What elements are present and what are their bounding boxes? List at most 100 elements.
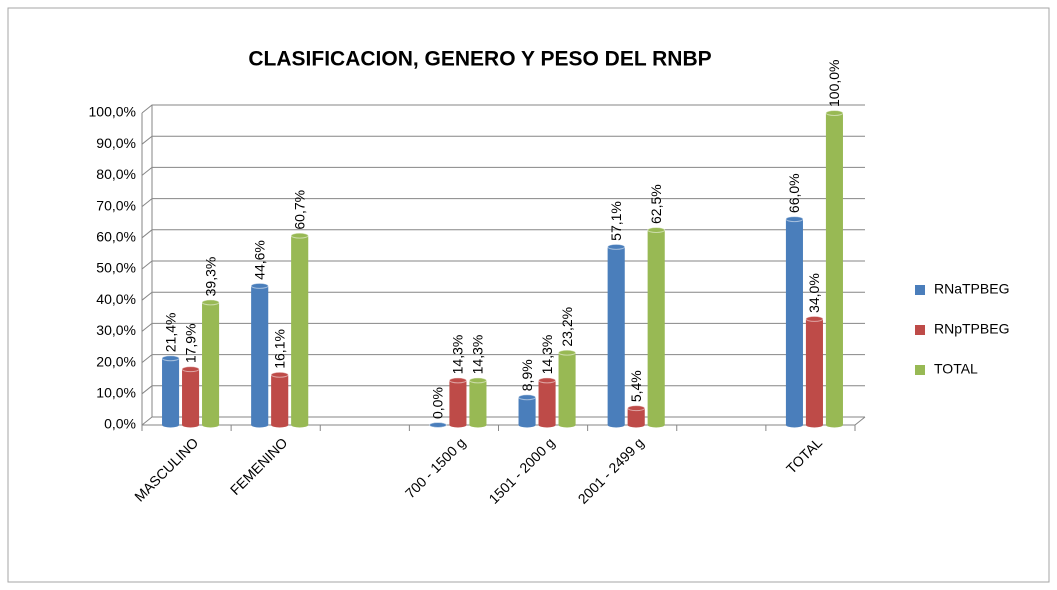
grid-line (141, 104, 865, 114)
data-label: 14,3% (450, 335, 466, 375)
grid-line (141, 260, 865, 270)
bar-base (182, 422, 200, 428)
bar (428, 422, 447, 428)
bar (290, 232, 309, 428)
bar (468, 377, 487, 428)
data-label: 66,0% (786, 173, 802, 213)
bar-base (469, 422, 487, 428)
y-tick-label: 80,0% (96, 166, 136, 182)
y-tick-label: 40,0% (96, 291, 136, 307)
grid-line (141, 135, 865, 145)
bar-body (825, 113, 843, 425)
data-label: 8,9% (519, 359, 535, 391)
data-label: 23,2% (559, 307, 575, 347)
legend-label: TOTAL (934, 361, 978, 377)
bar-top (161, 355, 180, 362)
bar (607, 243, 626, 428)
y-tick-label: 20,0% (96, 353, 136, 369)
bar (448, 377, 467, 428)
y-tick-label: 100,0% (89, 104, 136, 120)
bar-base (558, 422, 576, 428)
bar-top (201, 299, 220, 306)
data-label: 14,3% (539, 335, 555, 375)
data-label: 0,0% (430, 387, 446, 419)
bar-base (162, 422, 180, 428)
legend-label: RNaTPBEG (934, 281, 1009, 297)
bar (627, 405, 646, 428)
bar-body (558, 352, 576, 425)
bar-body (251, 285, 269, 425)
bar-top (538, 377, 557, 384)
grid-line (141, 229, 865, 239)
bar-body (469, 380, 487, 425)
bar-body (647, 230, 665, 425)
bar (805, 315, 824, 428)
bar (647, 227, 666, 428)
bar-top (785, 216, 804, 223)
data-label: 57,1% (608, 201, 624, 241)
data-label: 62,5% (648, 184, 664, 224)
bar-base (805, 422, 823, 428)
legend-label: RNpTPBEG (934, 321, 1009, 337)
grid-line (141, 385, 865, 395)
bar (161, 355, 180, 428)
bar-base (518, 422, 536, 428)
bar-top (558, 349, 577, 356)
bar-top (270, 371, 289, 378)
y-tick-label: 90,0% (96, 135, 136, 151)
bar (270, 371, 289, 428)
bar-body (627, 408, 645, 425)
bar-body (607, 246, 625, 425)
chart-frame (7, 7, 1050, 583)
bar-base (538, 422, 556, 428)
legend-swatch (915, 285, 925, 295)
bar-body (291, 235, 309, 425)
bar (558, 349, 577, 428)
y-tick-label: 50,0% (96, 260, 136, 276)
data-label: 16,1% (271, 329, 287, 369)
bar-body (202, 302, 220, 425)
grid-line (141, 354, 865, 363)
y-tick-label: 30,0% (96, 322, 136, 338)
bar-body (271, 374, 289, 425)
bar-body (182, 369, 200, 425)
bar-base (271, 422, 289, 428)
data-label: 39,3% (202, 257, 218, 297)
grid-line (141, 198, 865, 207)
bar (181, 366, 200, 428)
bar-top (825, 110, 844, 116)
y-tick-label: 70,0% (96, 197, 136, 213)
legend-swatch (915, 365, 925, 375)
bar-base (251, 422, 269, 428)
bar-base (785, 422, 803, 428)
data-label: 60,7% (291, 190, 307, 230)
data-label: 100,0% (826, 60, 842, 107)
bar-top (290, 232, 309, 239)
bar-top (250, 282, 269, 289)
bar-body (518, 397, 536, 425)
bar-base (647, 422, 665, 428)
bar-body (162, 358, 180, 425)
grid-line (141, 291, 865, 301)
y-tick-label: 60,0% (96, 229, 136, 245)
grid-line (141, 166, 865, 176)
y-tick-label: 0,0% (104, 416, 136, 432)
bar (538, 377, 557, 428)
grid-line (141, 322, 865, 332)
bar (201, 299, 220, 428)
bar-base (825, 422, 843, 428)
bar-top (428, 422, 447, 428)
bar-top (627, 405, 646, 412)
bar-body (449, 380, 467, 425)
bar (785, 216, 804, 428)
bar-top (607, 243, 626, 250)
y-tick-label: 10,0% (96, 385, 136, 401)
grid-line (141, 416, 865, 426)
bar-top (647, 227, 666, 233)
bar-top (518, 394, 537, 401)
legend-swatch (915, 325, 925, 335)
bar-base (449, 422, 467, 428)
bar-body (785, 219, 803, 425)
bar (250, 282, 269, 428)
